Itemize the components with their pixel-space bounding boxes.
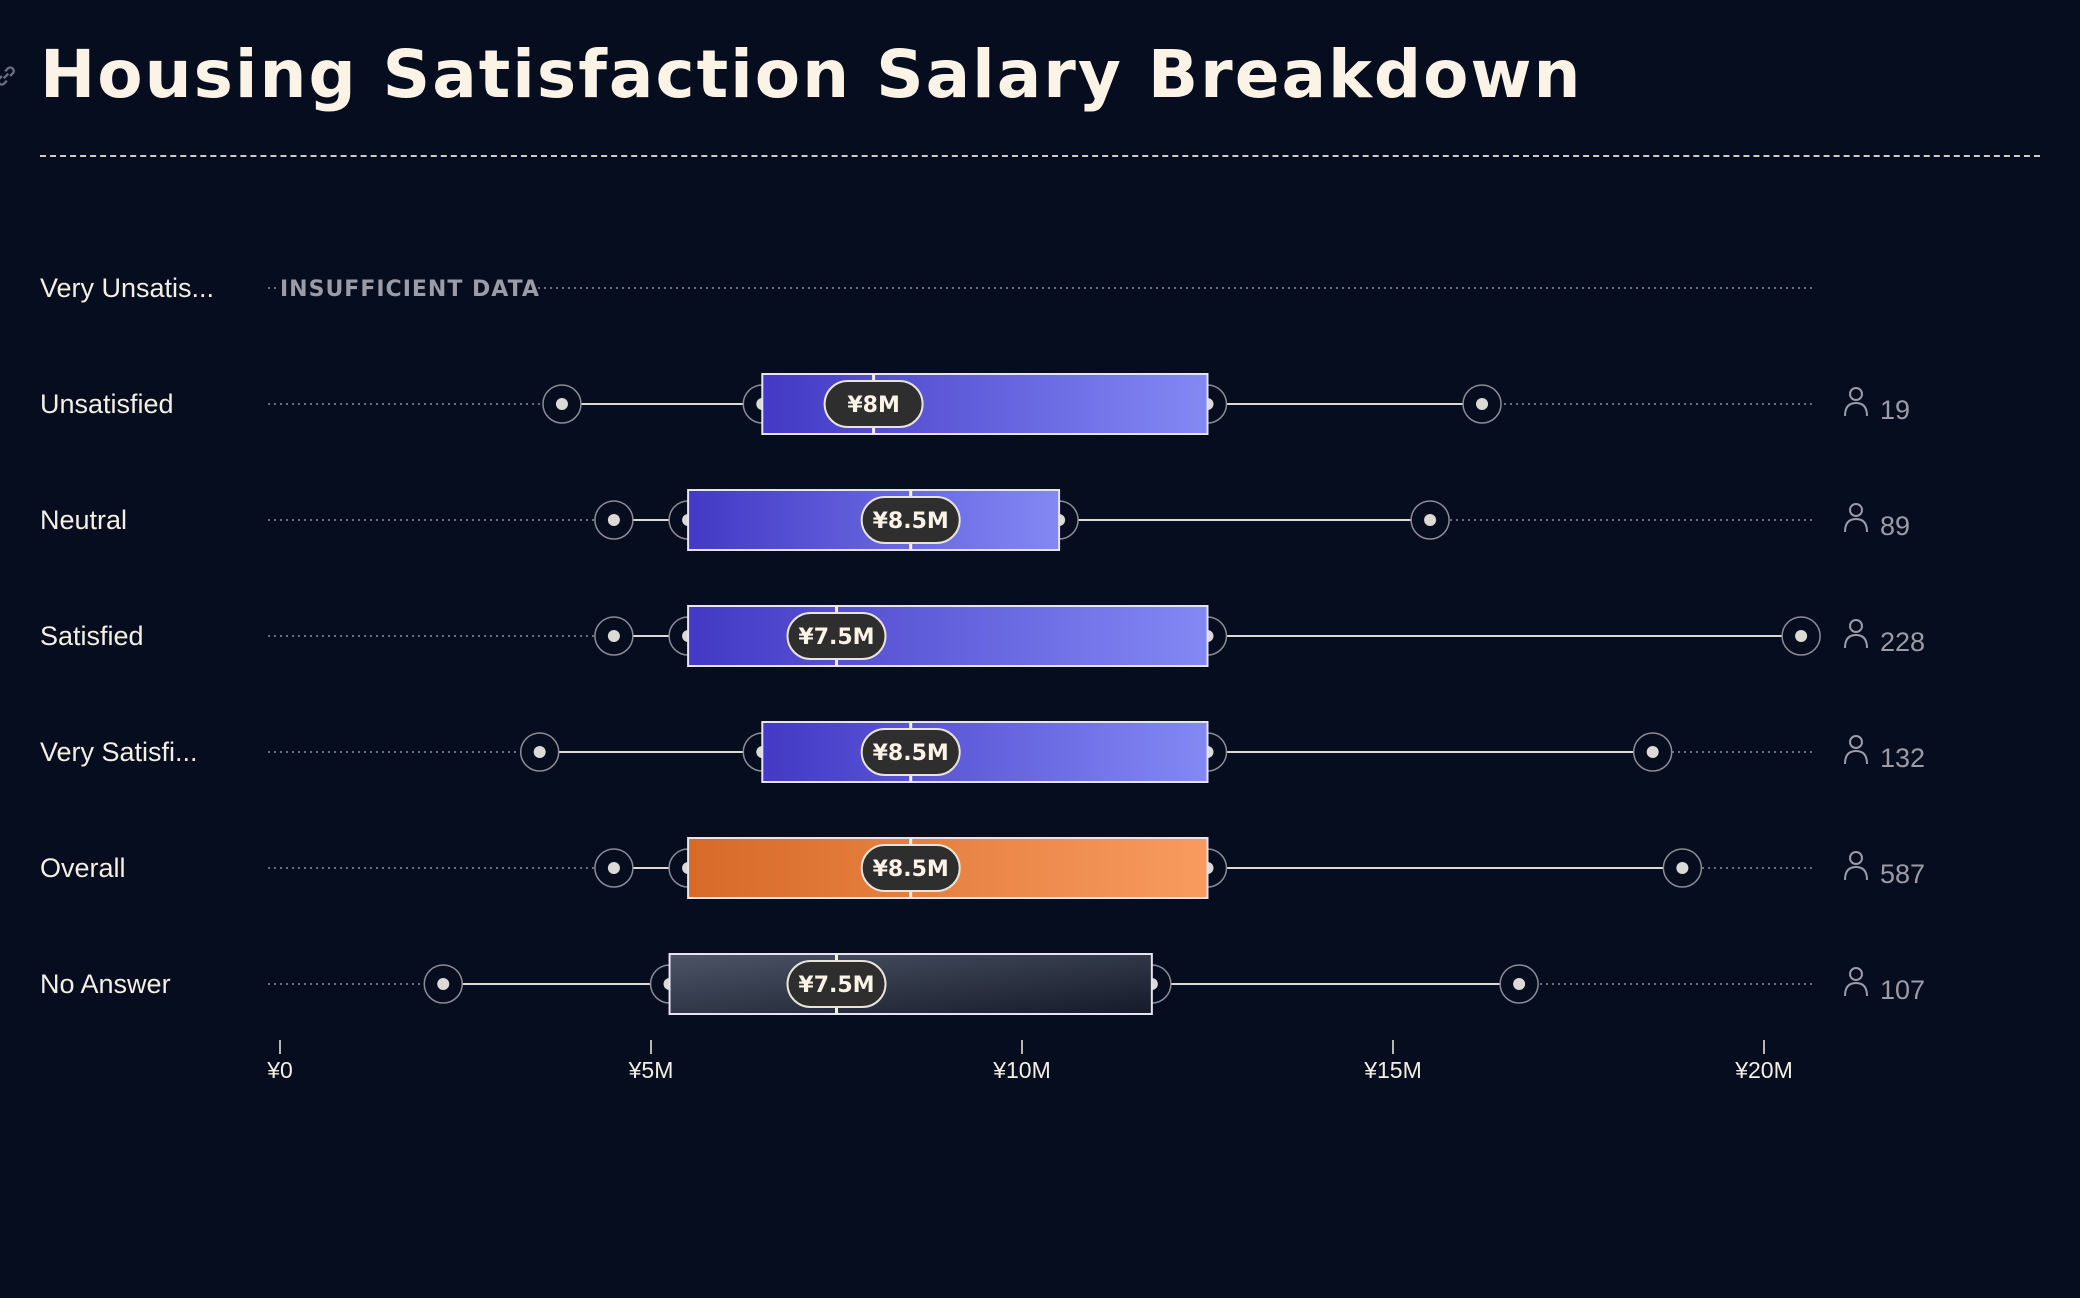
max-marker[interactable] xyxy=(1462,384,1502,424)
row-6: No Answer ¥7.5M 107 xyxy=(40,953,1925,1015)
min-marker[interactable] xyxy=(542,384,582,424)
median-pill xyxy=(860,496,961,544)
person-icon xyxy=(1844,967,1868,997)
iqr-box[interactable] xyxy=(668,953,1153,1015)
person-icon xyxy=(1844,619,1868,649)
x-tick-label: ¥5M xyxy=(628,1057,674,1083)
person-icon xyxy=(1844,851,1868,881)
row-2: Neutral ¥8.5M 89 xyxy=(40,489,1910,551)
x-tick-label: ¥10M xyxy=(992,1057,1051,1083)
max-marker[interactable] xyxy=(1410,500,1450,540)
person-icon xyxy=(1844,735,1868,765)
link-icon[interactable] xyxy=(0,62,20,90)
person-icon-head xyxy=(1849,619,1863,633)
min-marker-dot xyxy=(607,630,620,642)
max-marker[interactable] xyxy=(1499,964,1539,1004)
respondent-count: 132 xyxy=(1880,743,1925,773)
row-label: No Answer xyxy=(40,969,171,999)
person-icon xyxy=(1844,503,1868,533)
person-icon-head xyxy=(1849,967,1863,981)
row-1: Unsatisfied ¥8M 19 xyxy=(40,373,1910,435)
person-icon-body xyxy=(1844,633,1868,649)
row-4: Very Satisfi... ¥8.5M 132 xyxy=(40,721,1925,783)
person-icon-body xyxy=(1844,865,1868,881)
max-marker[interactable] xyxy=(1781,616,1821,656)
row-label: Very Satisfi... xyxy=(40,737,198,767)
person-icon-body xyxy=(1844,401,1868,417)
respondent-count: 89 xyxy=(1880,511,1910,541)
max-marker-dot xyxy=(1513,978,1526,990)
row-label: Unsatisfied xyxy=(40,389,174,419)
title-divider xyxy=(40,155,2040,157)
median-pill xyxy=(823,380,924,428)
median-label: ¥7.5M xyxy=(798,625,874,650)
min-marker-dot xyxy=(555,398,568,410)
min-marker-dot xyxy=(533,746,546,758)
max-marker-dot xyxy=(1424,514,1437,526)
person-icon-body xyxy=(1844,517,1868,533)
min-marker-dot xyxy=(607,862,620,874)
x-tick-label: ¥0 xyxy=(266,1057,293,1083)
min-marker[interactable] xyxy=(594,500,634,540)
median-label: ¥8M xyxy=(847,393,900,418)
median-label: ¥7.5M xyxy=(798,973,874,998)
insufficient-data-label: INSUFFICIENT DATA xyxy=(280,277,540,302)
respondent-count: 587 xyxy=(1880,859,1925,889)
median-pill xyxy=(786,960,887,1008)
respondent-count: 107 xyxy=(1880,975,1925,1005)
row-label: Overall xyxy=(40,853,126,883)
max-marker-dot xyxy=(1676,862,1689,874)
respondent-count: 19 xyxy=(1880,395,1910,425)
median-pill xyxy=(860,844,961,892)
min-marker[interactable] xyxy=(594,848,634,888)
row-3: Satisfied ¥7.5M 228 xyxy=(40,605,1925,667)
median-pill xyxy=(786,612,887,660)
max-marker[interactable] xyxy=(1632,732,1673,772)
person-icon xyxy=(1844,387,1868,417)
median-label: ¥8.5M xyxy=(873,741,949,766)
row-0: Very Unsatis... INSUFFICIENT DATA xyxy=(40,270,1812,304)
person-icon-head xyxy=(1849,503,1863,517)
max-marker-dot xyxy=(1795,630,1808,642)
iqr-box[interactable] xyxy=(687,605,1209,667)
min-marker-dot xyxy=(437,978,450,990)
person-icon-head xyxy=(1849,387,1863,401)
person-icon-head xyxy=(1849,851,1863,865)
min-marker[interactable] xyxy=(519,732,560,772)
row-label: Neutral xyxy=(40,505,127,535)
median-pill xyxy=(860,728,961,776)
median-label: ¥8.5M xyxy=(873,857,949,882)
iqr-box[interactable] xyxy=(761,721,1209,783)
row-label: Satisfied xyxy=(40,621,144,651)
min-marker[interactable] xyxy=(594,616,634,656)
max-marker-dot xyxy=(1646,746,1659,758)
row-label: Very Unsatis... xyxy=(40,273,214,303)
x-tick-label: ¥15M xyxy=(1363,1057,1422,1083)
x-tick-label: ¥20M xyxy=(1734,1057,1793,1083)
person-icon-head xyxy=(1849,735,1863,749)
max-marker-dot xyxy=(1476,398,1489,410)
min-marker-dot xyxy=(607,514,620,526)
person-icon-body xyxy=(1844,749,1868,765)
person-icon-body xyxy=(1844,981,1868,997)
min-marker[interactable] xyxy=(423,964,463,1004)
respondent-count: 228 xyxy=(1880,627,1925,657)
median-label: ¥8.5M xyxy=(873,509,949,534)
insufficient-bg xyxy=(278,270,528,304)
row-5: Overall ¥8.5M 587 xyxy=(40,837,1925,899)
max-marker[interactable] xyxy=(1662,848,1703,888)
page-title: Housing Satisfaction Salary Breakdown xyxy=(40,36,1583,113)
